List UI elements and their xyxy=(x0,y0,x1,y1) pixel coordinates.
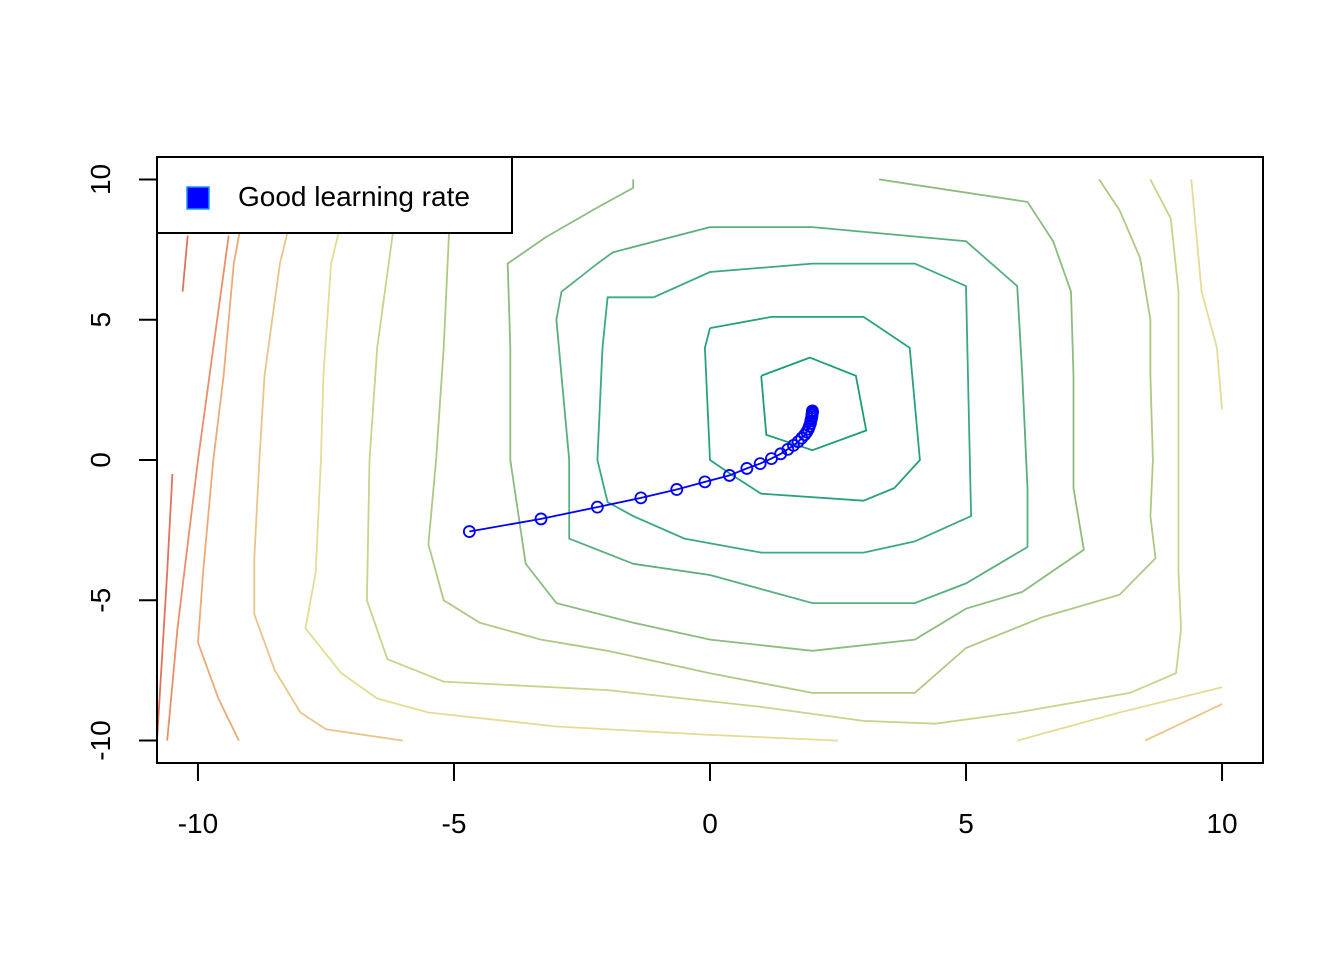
x-tick-label: -5 xyxy=(442,808,467,839)
legend-label: Good learning rate xyxy=(238,181,470,212)
y-tick-label: -10 xyxy=(85,720,116,760)
contour-line-8 xyxy=(1190,179,1223,410)
y-tick-label: -5 xyxy=(85,588,116,613)
contour-line-4 xyxy=(545,179,635,238)
contour-line-14 xyxy=(166,235,230,741)
contour-line-0 xyxy=(760,356,868,452)
x-tick-label: -10 xyxy=(178,808,218,839)
y-tick-label: 0 xyxy=(85,452,116,468)
contour-line-9 xyxy=(304,179,839,742)
contour-line-7 xyxy=(365,178,1183,725)
x-tick-label: 10 xyxy=(1206,808,1237,839)
x-tick-label: 0 xyxy=(702,808,718,839)
series-point xyxy=(753,457,767,471)
legend-swatch xyxy=(186,186,210,210)
series-point xyxy=(791,435,805,449)
contour-line-15 xyxy=(181,235,189,292)
series-point xyxy=(740,462,754,475)
x-tick-label: 5 xyxy=(958,808,974,839)
y-tick-label: 10 xyxy=(85,164,116,195)
contour-line-5 xyxy=(506,178,1085,652)
series-point xyxy=(590,500,604,514)
contour-line-12 xyxy=(1144,703,1223,742)
contour-line-6 xyxy=(427,178,1157,694)
contour-line-16 xyxy=(156,473,174,741)
x-axis: -10 -5 0 5 10 xyxy=(178,762,1238,839)
series-point xyxy=(806,404,819,418)
series-point xyxy=(698,475,712,489)
legend-box xyxy=(156,156,513,234)
y-axis: -10 -5 0 5 10 xyxy=(85,164,158,761)
contour-line-2 xyxy=(596,262,973,554)
y-tick-label: 5 xyxy=(85,312,116,328)
contour-lines xyxy=(156,178,1223,742)
series-layer xyxy=(462,404,819,538)
contour-line-10 xyxy=(1016,686,1223,742)
series-point xyxy=(534,512,548,526)
series-point xyxy=(462,525,476,538)
contour-line-1 xyxy=(703,316,921,502)
series-point xyxy=(670,483,684,496)
contour-line-3 xyxy=(555,226,1029,604)
contour-line-11 xyxy=(253,179,403,742)
legend: Good learning rate xyxy=(156,156,513,234)
series-point xyxy=(723,469,736,482)
series-point xyxy=(634,491,648,505)
contour-line-13 xyxy=(197,179,251,741)
